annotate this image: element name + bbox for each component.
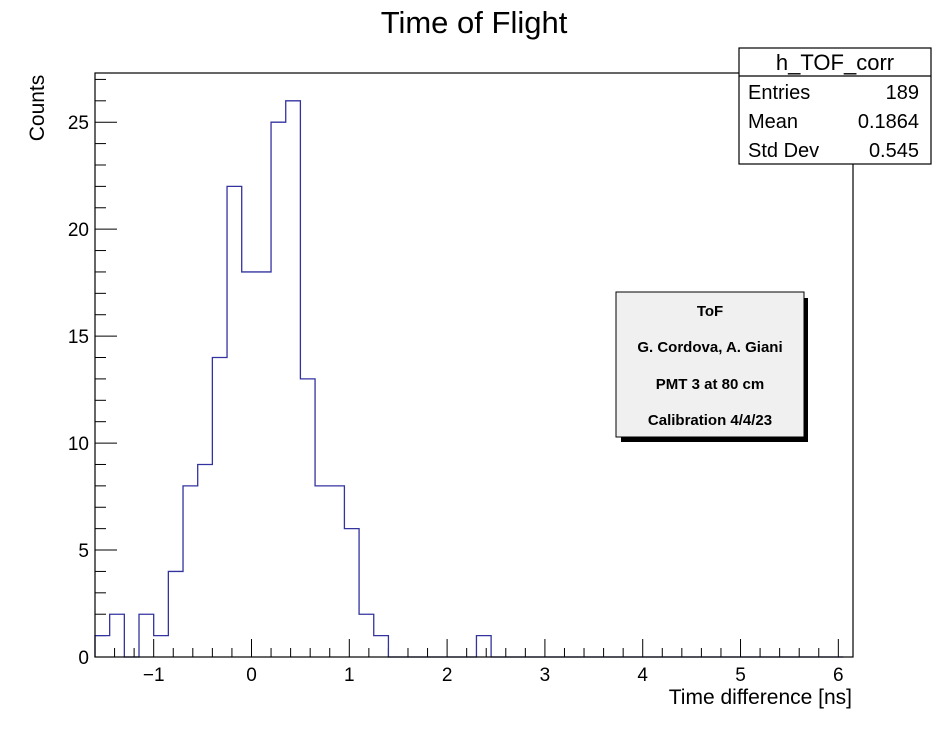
annotation-frame — [615, 291, 805, 438]
annotation-box: ToF G. Cordova, A. Giani PMT 3 at 80 cm … — [615, 291, 808, 442]
y-tick-label: 15 — [68, 327, 89, 348]
stats-box-title: h_TOF_corr — [776, 50, 894, 75]
x-tick-label: 4 — [637, 665, 648, 686]
y-tick-label: 10 — [68, 434, 89, 455]
x-tick-label: 5 — [735, 665, 746, 686]
x-tick-label: 1 — [344, 665, 355, 686]
y-tick-label: 20 — [68, 220, 89, 241]
annotation-line-1: ToF — [697, 303, 723, 320]
x-tick-label: 6 — [833, 665, 844, 686]
stats-entries-label: Entries — [748, 82, 810, 104]
x-tick-label: −1 — [143, 665, 165, 686]
x-tick-label: 2 — [442, 665, 453, 686]
annotation-line-3: PMT 3 at 80 cm — [656, 376, 764, 393]
x-tick-label: 3 — [540, 665, 551, 686]
x-axis-ticks: −1 0 1 2 3 4 5 6 — [94, 639, 844, 686]
x-axis-label: Time difference [ns] — [669, 686, 852, 709]
y-tick-label: 0 — [78, 648, 89, 669]
y-axis-label: Counts — [26, 75, 49, 142]
stats-mean-label: Mean — [748, 111, 798, 133]
stats-stddev-value: 0.545 — [869, 140, 919, 162]
stats-box-frame — [738, 47, 932, 165]
y-axis-ticks: 0 5 10 15 20 25 — [68, 78, 117, 669]
plot-frame — [94, 72, 854, 658]
y-tick-label: 5 — [78, 541, 89, 562]
y-tick-label: 25 — [68, 113, 89, 134]
stats-stddev-label: Std Dev — [748, 140, 819, 162]
chart-title: Time of Flight — [381, 5, 568, 40]
stats-entries-value: 189 — [886, 82, 919, 104]
annotation-line-4: Calibration 4/4/23 — [648, 412, 772, 429]
stats-box: h_TOF_corr Entries 189 Mean 0.1864 Std D… — [738, 47, 932, 165]
x-tick-label: 0 — [246, 665, 257, 686]
stats-mean-value: 0.1864 — [858, 111, 919, 133]
annotation-line-2: G. Cordova, A. Giani — [637, 339, 782, 356]
